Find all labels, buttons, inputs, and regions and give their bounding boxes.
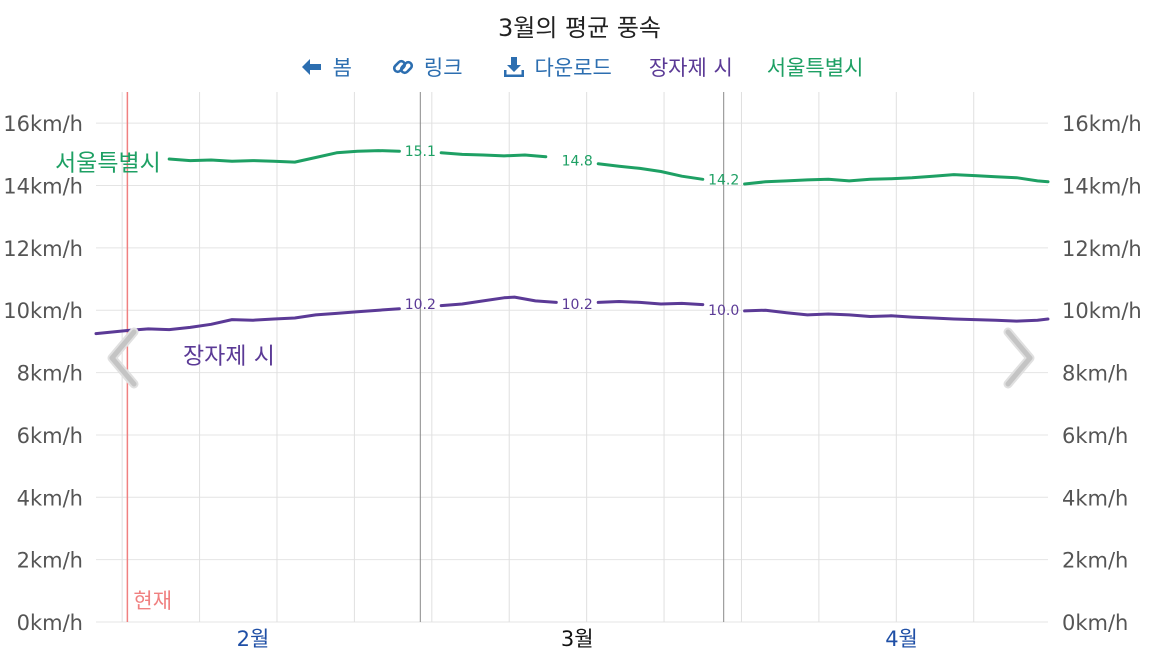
data-labels: 장자제 시 서울특별시 10.2 10.2 10.0 15.1 14.8 14.2: [55, 144, 739, 369]
y-tick-label-right: 10km/h: [1062, 299, 1142, 323]
series: [94, 149, 1050, 336]
y-tick-label-right: 0km/h: [1062, 611, 1128, 635]
arrow-left-icon: [301, 59, 321, 75]
y-tick-label-right: 8km/h: [1062, 362, 1128, 386]
series-line-1: [596, 300, 705, 307]
legend-entry-station2[interactable]: 서울특별시: [766, 56, 864, 80]
y-tick-label-left: 0km/h: [17, 611, 83, 635]
y-tick-label-left: 2km/h: [17, 549, 83, 573]
chevron-right-icon: [1003, 327, 1035, 389]
x-tick-label: 2월: [237, 627, 270, 651]
legend-bar: 봄 링크 다운로드 장자제 시 서울특별시: [0, 50, 1159, 84]
chevron-left-icon: [107, 327, 139, 389]
x-tick-label: 3월: [561, 627, 594, 651]
series-line-2: [167, 149, 401, 164]
spring-button[interactable]: 봄: [299, 52, 352, 82]
previous-month-button[interactable]: [100, 326, 144, 390]
series-line-2: [596, 162, 705, 181]
data-label: 15.1: [405, 144, 436, 160]
data-label: 14.8: [562, 154, 593, 170]
series-name-label-2: 서울특별시: [55, 151, 161, 177]
series-name-label-1: 장자제 시: [183, 344, 275, 370]
x-tick-label: 4월: [885, 627, 918, 651]
y-tick-label-left: 12km/h: [3, 237, 83, 261]
series-line-2: [743, 173, 1050, 186]
y-tick-label-right: 12km/h: [1062, 237, 1142, 261]
now-marker-label: 현재: [133, 589, 172, 613]
data-label: 10.0: [708, 303, 739, 319]
y-tick-label-left: 14km/h: [3, 175, 83, 199]
y-tick-label-left: 10km/h: [3, 299, 83, 323]
spring-label: 봄: [332, 56, 352, 80]
y-tick-label-left: 16km/h: [3, 112, 83, 136]
chart-title: 3월의 평균 풍속: [497, 14, 661, 42]
data-label: 14.2: [708, 172, 739, 188]
y-tick-label-right: 16km/h: [1062, 112, 1142, 136]
link-icon: [392, 59, 413, 75]
download-label: 다운로드: [534, 56, 612, 80]
series-line-2: [439, 151, 548, 159]
series-line-1: [439, 295, 558, 308]
grid: [96, 92, 1048, 623]
download-icon: [503, 57, 524, 77]
axes: 0km/h 0km/h 2km/h 2km/h 4km/h 4km/h 6km/h 6km/h…: [3, 112, 1141, 651]
y-tick-label-right: 2km/h: [1062, 549, 1128, 573]
y-tick-label-left: 8km/h: [17, 362, 83, 386]
y-tick-label-right: 6km/h: [1062, 424, 1128, 448]
y-tick-label-left: 4km/h: [17, 486, 83, 510]
link-button[interactable]: 링크: [392, 52, 463, 82]
y-tick-label-right: 14km/h: [1062, 175, 1142, 199]
series-line-1: [743, 308, 1050, 323]
next-month-button[interactable]: [998, 326, 1042, 390]
link-label: 링크: [423, 56, 463, 80]
series-line-1: [94, 307, 401, 336]
legend-entry-station1[interactable]: 장자제 시: [648, 56, 733, 80]
data-label: 10.2: [562, 297, 593, 313]
y-tick-label-right: 4km/h: [1062, 486, 1128, 510]
y-tick-label-left: 6km/h: [17, 424, 83, 448]
data-label: 10.2: [405, 297, 436, 313]
download-button[interactable]: 다운로드: [503, 52, 612, 82]
